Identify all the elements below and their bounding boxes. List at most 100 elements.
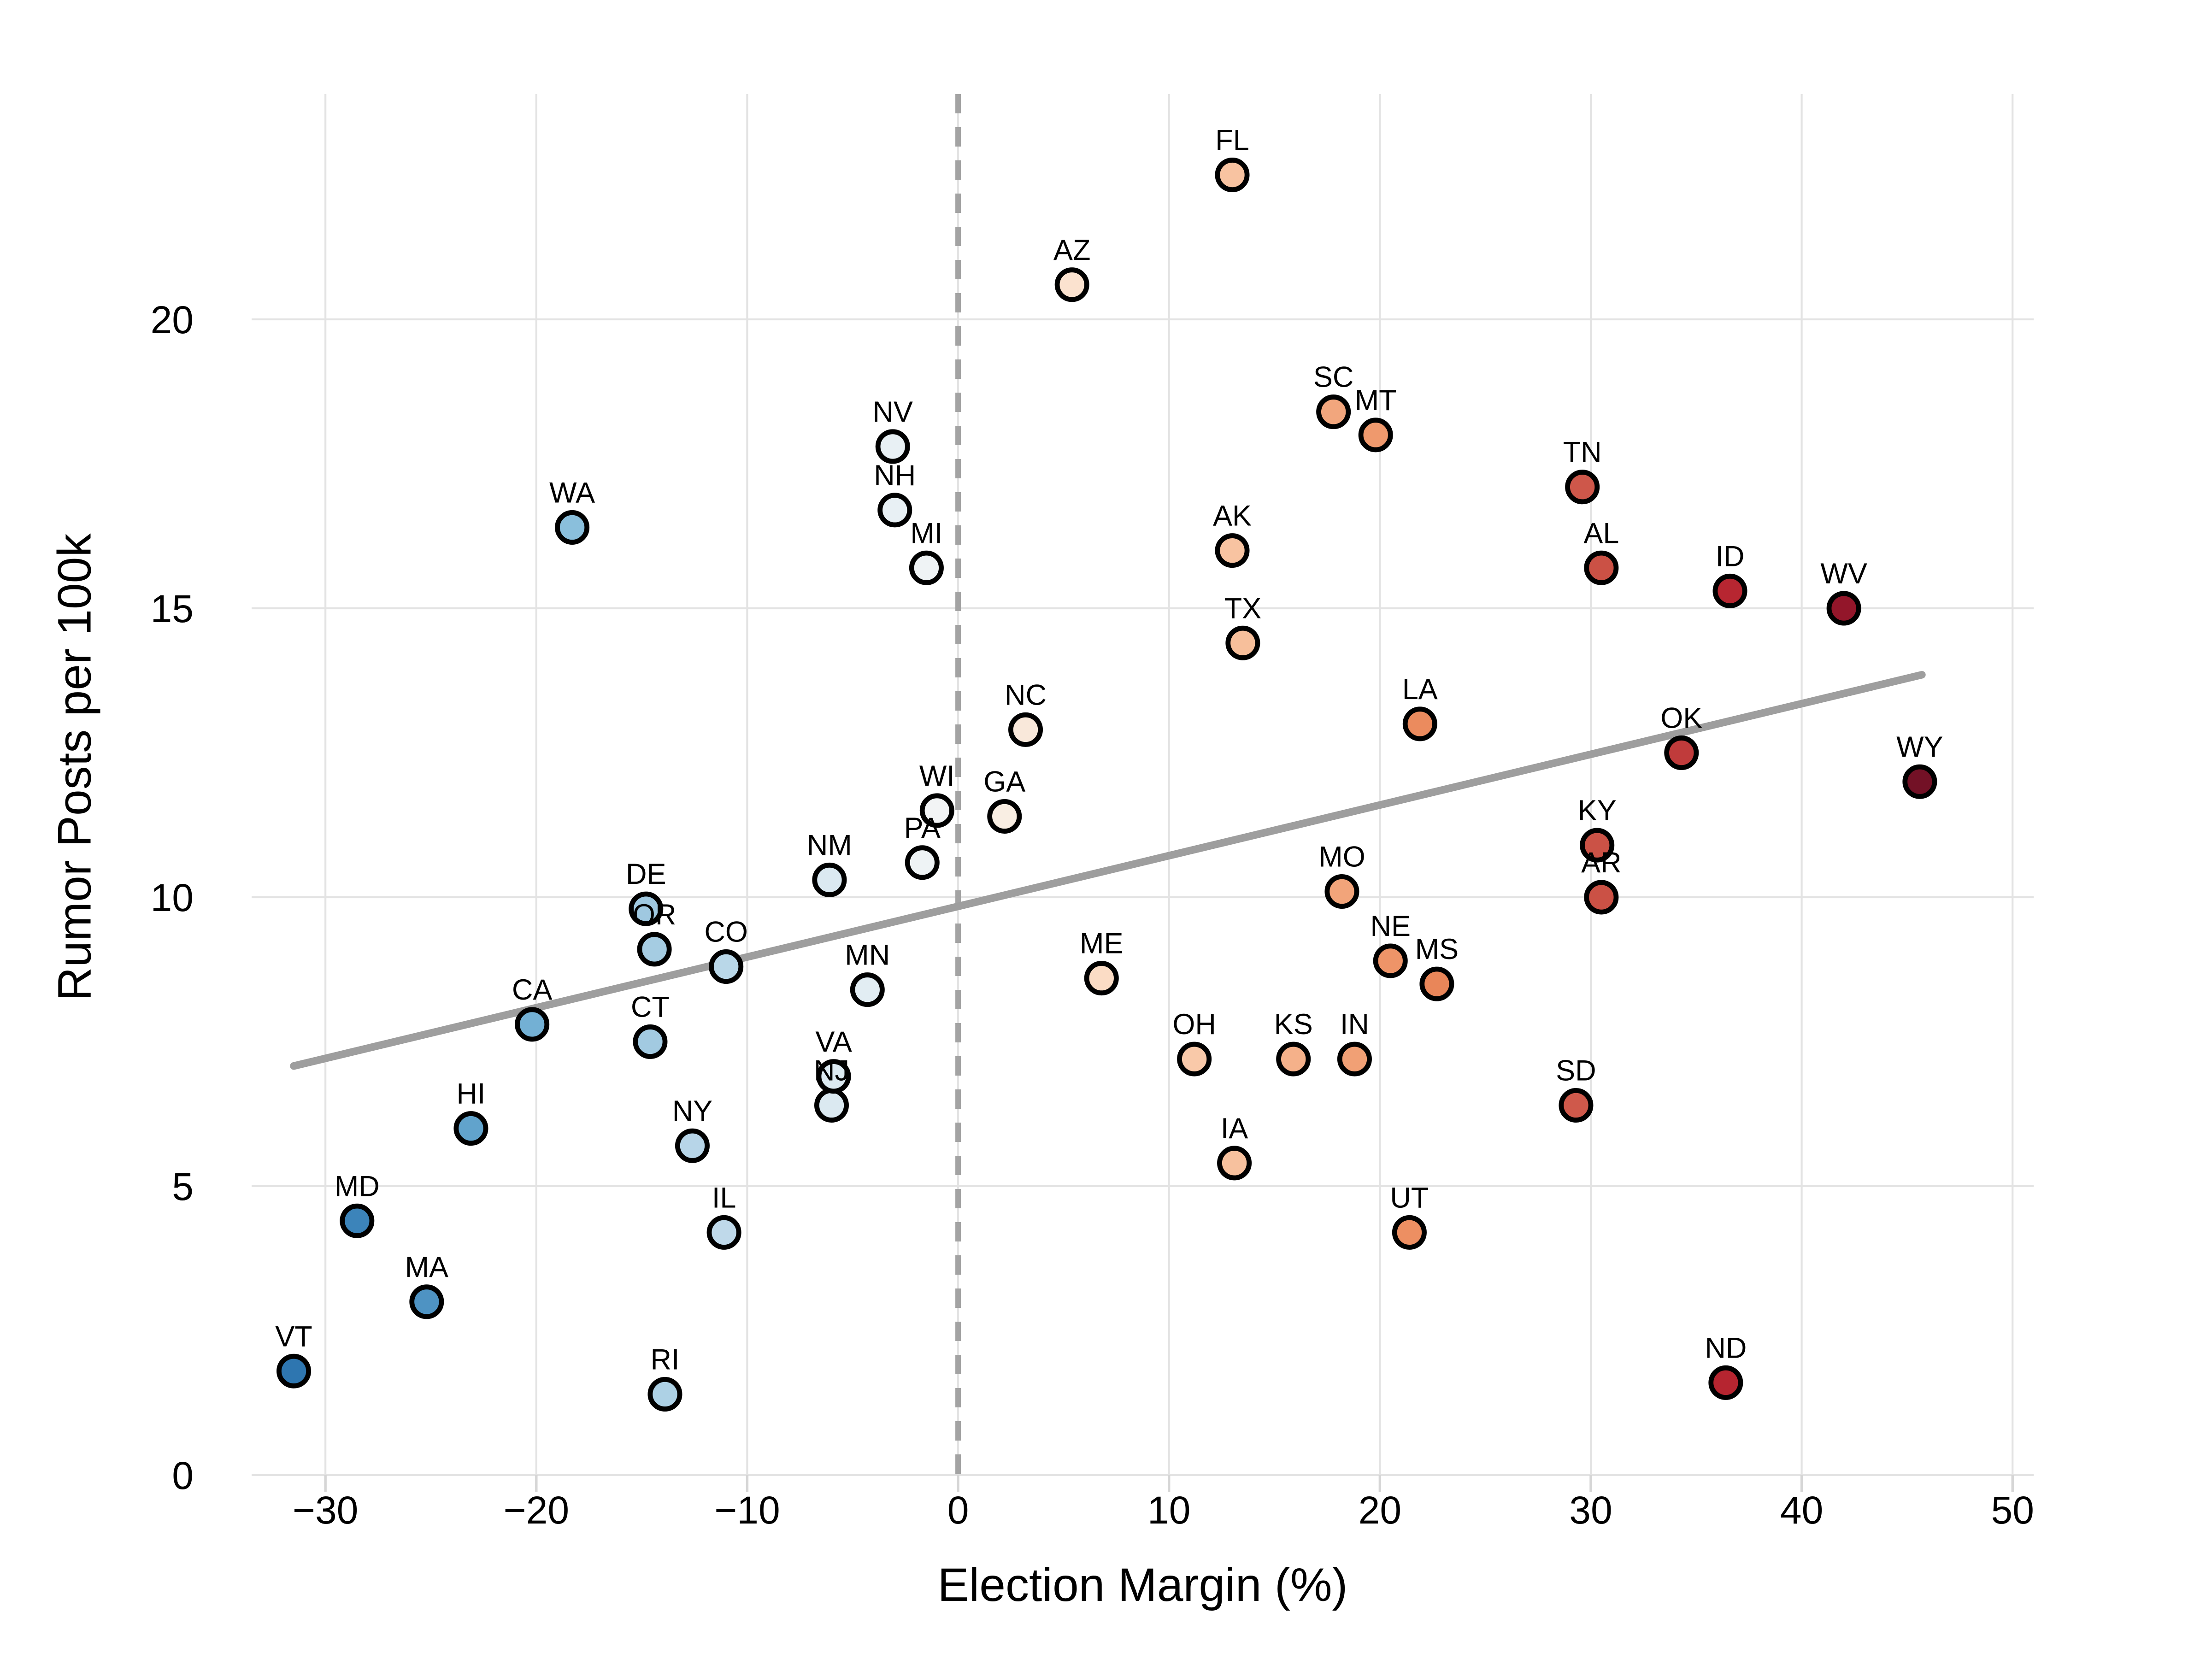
state-point-RI <box>647 1377 682 1412</box>
state-label-CO: CO <box>704 916 748 948</box>
state-point-NH <box>877 493 912 528</box>
x-tick-label-20: 20 <box>1359 1488 1401 1532</box>
state-label-AL: AL <box>1583 517 1619 549</box>
state-point-NY <box>675 1128 710 1163</box>
x-tick-label-30: 30 <box>1569 1488 1612 1532</box>
state-label-UT: UT <box>1390 1182 1429 1214</box>
state-point-GA <box>987 799 1022 834</box>
state-label-MD: MD <box>335 1170 380 1202</box>
state-point-MD <box>340 1203 375 1238</box>
state-point-CO <box>709 949 744 984</box>
y-axis-title: Rumor Posts per 100k <box>49 533 102 1001</box>
state-label-CT: CT <box>631 991 670 1024</box>
state-point-SD <box>1559 1088 1594 1123</box>
state-label-MO: MO <box>1318 841 1365 873</box>
state-label-PA: PA <box>904 812 941 844</box>
state-label-MT: MT <box>1355 384 1397 417</box>
state-label-GA: GA <box>983 765 1025 798</box>
state-label-AR: AR <box>1581 847 1622 879</box>
state-label-DE: DE <box>626 858 666 890</box>
state-label-NM: NM <box>807 829 852 861</box>
state-point-NE <box>1373 943 1408 978</box>
x-axis-title: Election Margin (%) <box>937 1559 1348 1612</box>
state-label-IA: IA <box>1221 1112 1248 1145</box>
state-label-TN: TN <box>1563 436 1602 469</box>
state-label-ME: ME <box>1080 928 1124 960</box>
state-label-FL: FL <box>1215 124 1249 157</box>
state-label-AK: AK <box>1213 500 1252 532</box>
state-point-MI <box>909 550 944 585</box>
state-label-IN: IN <box>1340 1008 1369 1041</box>
state-point-OR <box>637 932 672 967</box>
state-point-NV <box>875 429 910 464</box>
state-point-AL <box>1584 550 1619 585</box>
state-point-NC <box>1008 712 1043 747</box>
state-point-ME <box>1084 961 1119 996</box>
state-point-UT <box>1392 1215 1427 1250</box>
state-label-MI: MI <box>910 517 942 549</box>
x-tick-label-−10: −10 <box>714 1488 780 1532</box>
state-point-MA <box>409 1284 444 1319</box>
state-point-MO <box>1324 874 1359 909</box>
state-label-AZ: AZ <box>1053 234 1091 266</box>
state-point-CA <box>515 1007 550 1042</box>
state-label-WI: WI <box>919 760 955 792</box>
state-point-IN <box>1337 1041 1372 1077</box>
state-label-VT: VT <box>275 1320 312 1353</box>
state-point-PA <box>905 845 940 880</box>
x-tick-label-50: 50 <box>1991 1488 2034 1532</box>
state-label-MS: MS <box>1415 933 1459 965</box>
state-point-LA <box>1402 706 1437 741</box>
state-label-WY: WY <box>1896 731 1943 763</box>
state-label-NC: NC <box>1005 679 1047 711</box>
state-label-SC: SC <box>1313 361 1354 394</box>
state-label-CA: CA <box>512 974 553 1006</box>
state-point-ND <box>1708 1365 1743 1400</box>
state-label-LA: LA <box>1402 673 1438 706</box>
x-tick-label-10: 10 <box>1147 1488 1190 1532</box>
state-point-HI <box>453 1111 488 1146</box>
state-point-ID <box>1712 573 1747 608</box>
state-point-IL <box>706 1215 741 1250</box>
state-point-MS <box>1419 966 1454 1001</box>
x-tick-label-40: 40 <box>1780 1488 1823 1532</box>
state-label-KS: KS <box>1274 1008 1313 1041</box>
y-tick-label-15: 15 <box>151 587 194 630</box>
trend-line <box>290 671 1926 1070</box>
state-label-MA: MA <box>405 1251 449 1283</box>
state-point-OH <box>1177 1041 1212 1077</box>
state-label-NH: NH <box>874 459 916 492</box>
state-point-WI <box>919 793 954 828</box>
state-point-OK <box>1664 735 1699 771</box>
state-point-WY <box>1902 764 1937 799</box>
state-label-IL: IL <box>712 1182 736 1214</box>
state-label-OK: OK <box>1660 702 1702 735</box>
state-label-HI: HI <box>456 1078 485 1110</box>
x-tick-label-0: 0 <box>947 1488 969 1532</box>
y-tick-label-10: 10 <box>151 876 194 919</box>
state-point-IA <box>1217 1146 1252 1181</box>
state-point-SC <box>1316 394 1351 429</box>
state-point-AZ <box>1054 267 1089 302</box>
state-point-VA <box>816 1059 851 1094</box>
state-label-NY: NY <box>672 1095 713 1127</box>
x-tick-label-−20: −20 <box>504 1488 570 1532</box>
state-label-OH: OH <box>1172 1008 1216 1041</box>
state-label-NJ: NJ <box>814 1054 849 1087</box>
state-label-VA: VA <box>815 1026 852 1058</box>
state-label-MN: MN <box>845 939 890 971</box>
state-label-ND: ND <box>1705 1332 1747 1364</box>
state-label-WV: WV <box>1820 558 1867 590</box>
state-point-TN <box>1565 470 1600 505</box>
state-label-OR: OR <box>633 899 677 931</box>
state-label-KY: KY <box>1578 794 1617 827</box>
state-point-FL <box>1215 158 1250 193</box>
x-tick-label-−30: −30 <box>293 1488 359 1532</box>
y-tick-label-0: 0 <box>172 1454 194 1497</box>
y-tick-label-20: 20 <box>151 298 194 341</box>
state-point-DE <box>629 891 664 926</box>
state-label-TX: TX <box>1224 592 1262 624</box>
state-point-TX <box>1225 625 1260 660</box>
y-tick-label-5: 5 <box>172 1165 194 1208</box>
